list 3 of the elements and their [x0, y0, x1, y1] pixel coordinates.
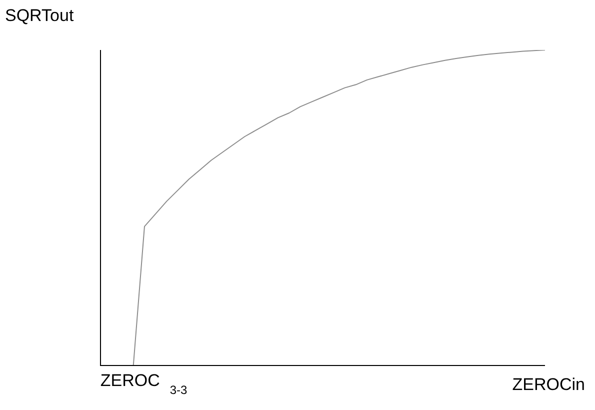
x-axis-title: ZEROCin — [512, 375, 585, 395]
text: ZEROC$_{3-3}$ — [100, 371, 188, 397]
y-axis-title: SQRTout — [5, 6, 74, 26]
